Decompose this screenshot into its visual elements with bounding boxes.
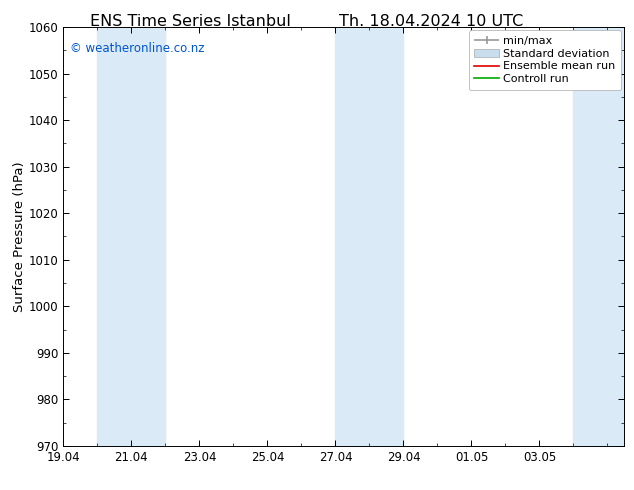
Bar <box>574 27 624 446</box>
Bar <box>98 27 165 446</box>
Y-axis label: Surface Pressure (hPa): Surface Pressure (hPa) <box>13 161 26 312</box>
Legend: min/max, Standard deviation, Ensemble mean run, Controll run: min/max, Standard deviation, Ensemble me… <box>469 30 621 90</box>
Text: Th. 18.04.2024 10 UTC: Th. 18.04.2024 10 UTC <box>339 14 523 29</box>
Text: © weatheronline.co.nz: © weatheronline.co.nz <box>70 42 205 54</box>
Text: ENS Time Series Istanbul: ENS Time Series Istanbul <box>90 14 290 29</box>
Bar <box>335 27 403 446</box>
